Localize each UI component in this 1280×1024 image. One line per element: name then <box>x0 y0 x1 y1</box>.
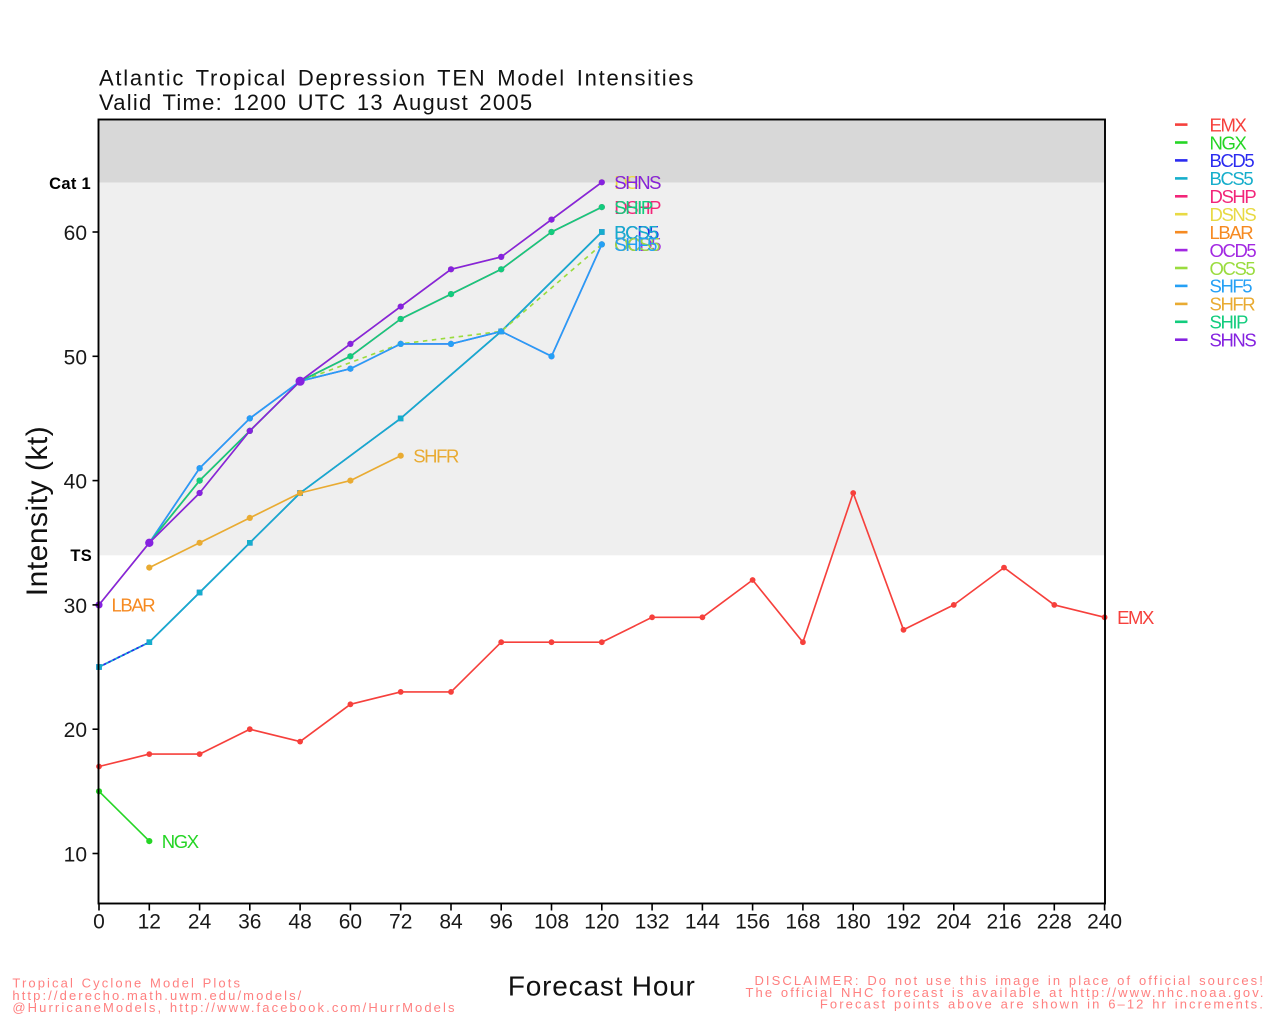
svg-text:40: 40 <box>64 471 87 494</box>
svg-text:84: 84 <box>439 911 463 934</box>
svg-text:OCD5: OCD5 <box>614 234 661 255</box>
svg-text:36: 36 <box>238 911 261 934</box>
svg-text:96: 96 <box>490 911 513 934</box>
svg-text:50: 50 <box>64 346 87 369</box>
svg-text:Forecast Hour: Forecast Hour <box>508 971 696 1002</box>
svg-text:60: 60 <box>339 911 362 934</box>
svg-text:240: 240 <box>1087 911 1122 934</box>
svg-text:SHF5: SHF5 <box>1210 276 1253 297</box>
svg-text:SHFR: SHFR <box>413 446 459 467</box>
svg-text:156: 156 <box>735 911 770 934</box>
svg-text:180: 180 <box>836 911 871 934</box>
svg-text:204: 204 <box>936 911 971 934</box>
svg-text:EMX: EMX <box>1117 607 1154 628</box>
svg-text:216: 216 <box>986 911 1021 934</box>
svg-text:SHIP: SHIP <box>1210 312 1249 333</box>
svg-text:0: 0 <box>93 911 105 934</box>
svg-text:60: 60 <box>64 222 87 245</box>
svg-text:SHIP: SHIP <box>614 197 653 218</box>
svg-text:LBAR: LBAR <box>112 595 156 616</box>
svg-text:OCS5: OCS5 <box>1210 258 1256 279</box>
svg-text:228: 228 <box>1037 911 1072 934</box>
svg-text:30: 30 <box>64 595 87 618</box>
svg-text:OCS5: OCS5 <box>614 234 660 255</box>
svg-text:Cat 1: Cat 1 <box>49 175 91 193</box>
svg-text:Tropical Cyclone Model Plots: Tropical Cyclone Model Plots <box>12 976 242 991</box>
svg-text:LBAR: LBAR <box>1210 222 1254 243</box>
svg-text:Forecast points above are show: Forecast points above are shown in 6–12 … <box>820 997 1265 1012</box>
svg-text:DSHP: DSHP <box>1210 186 1257 207</box>
svg-text:TS: TS <box>70 547 92 565</box>
svg-text:192: 192 <box>886 911 921 934</box>
svg-text:The official NHC forecast is a: The official NHC forecast is available a… <box>745 985 1265 1000</box>
svg-text:120: 120 <box>584 911 619 934</box>
svg-text:168: 168 <box>785 911 820 934</box>
svg-text:BCS5: BCS5 <box>614 222 658 243</box>
svg-text:108: 108 <box>534 911 569 934</box>
svg-text:48: 48 <box>288 911 311 934</box>
svg-text:NGX: NGX <box>1210 132 1247 153</box>
svg-text:Atlantic Tropical Depression T: Atlantic Tropical Depression TEN Model I… <box>99 66 695 91</box>
svg-text:BCS5: BCS5 <box>1210 168 1254 189</box>
svg-text:20: 20 <box>64 719 87 742</box>
svg-text:http://derecho.math.uwm.edu/mo: http://derecho.math.uwm.edu/models/ <box>12 988 303 1003</box>
svg-text:DSNS: DSNS <box>614 172 661 193</box>
svg-text:12: 12 <box>138 911 161 934</box>
svg-text:DSNS: DSNS <box>1210 204 1257 225</box>
svg-text:144: 144 <box>685 911 720 934</box>
svg-text:BCD5: BCD5 <box>614 222 659 243</box>
svg-text:132: 132 <box>635 911 670 934</box>
svg-text:72: 72 <box>389 911 412 934</box>
svg-text:DSHP: DSHP <box>614 197 661 218</box>
svg-text:BCD5: BCD5 <box>1210 150 1255 171</box>
svg-text:SHNS: SHNS <box>614 172 661 193</box>
svg-text:NGX: NGX <box>162 831 199 852</box>
svg-text:Intensity (kt): Intensity (kt) <box>21 426 54 596</box>
svg-text:Valid Time: 1200 UTC 13 August: Valid Time: 1200 UTC 13 August 2005 <box>99 90 533 115</box>
svg-text:@HurricaneModels, http://www.f: @HurricaneModels, http://www.facebook.co… <box>12 1000 456 1015</box>
svg-text:EMX: EMX <box>1210 114 1247 135</box>
svg-text:SHF5: SHF5 <box>614 234 657 255</box>
svg-text:SHFR: SHFR <box>1210 294 1256 315</box>
svg-text:10: 10 <box>64 844 87 867</box>
svg-text:24: 24 <box>188 911 212 934</box>
svg-text:OCD5: OCD5 <box>1210 240 1257 261</box>
svg-text:DISCLAIMER: Do not use this im: DISCLAIMER: Do not use this image in pla… <box>754 973 1265 988</box>
svg-text:SHNS: SHNS <box>1210 330 1257 351</box>
